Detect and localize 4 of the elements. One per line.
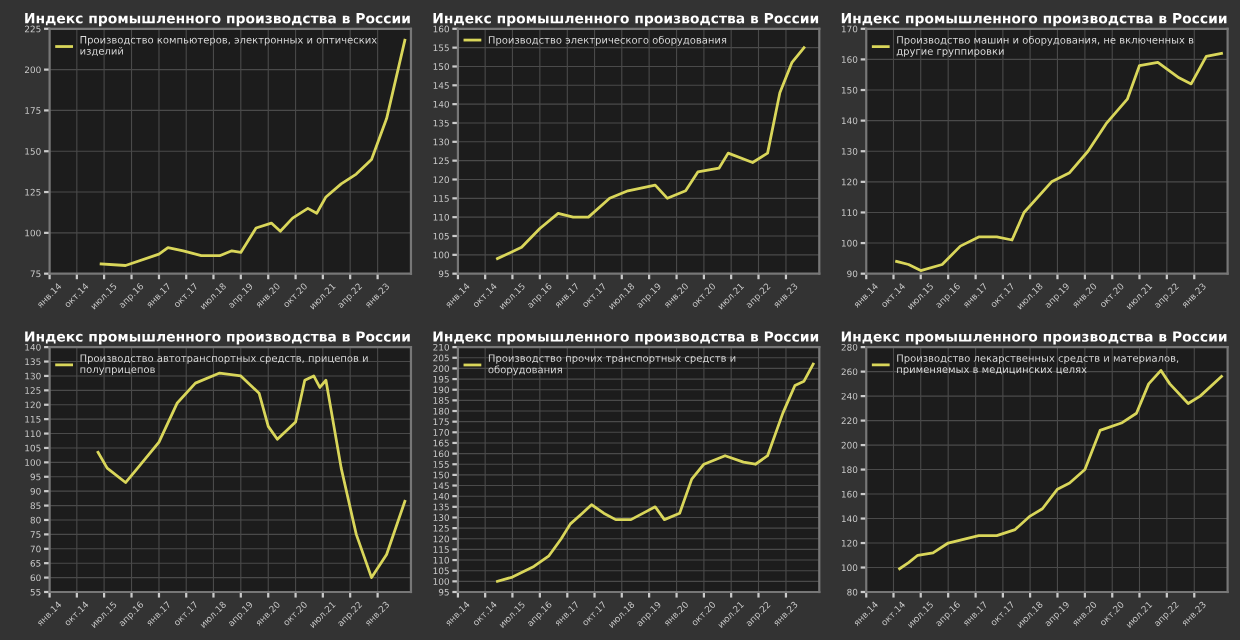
line-series [96,371,407,579]
line-series [898,369,1223,571]
line-series [496,46,806,260]
line-series [895,51,1223,272]
